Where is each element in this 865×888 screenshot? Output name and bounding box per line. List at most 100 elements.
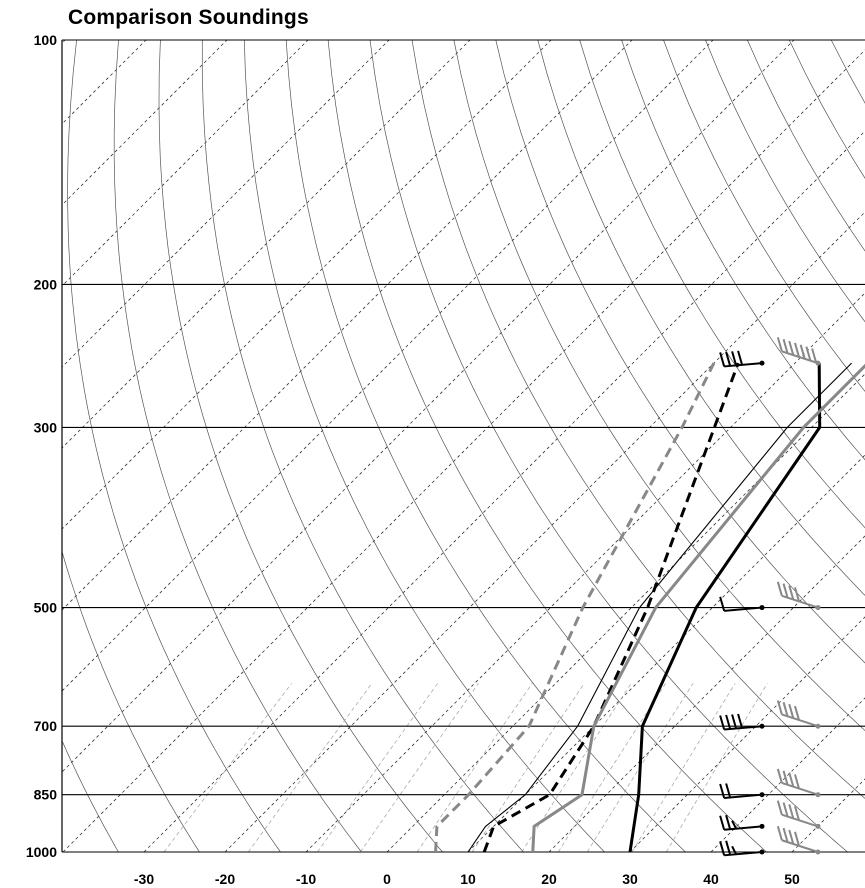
wind-barb-flag xyxy=(794,774,800,789)
dry-adiabat-line xyxy=(62,739,119,852)
wind-barb-staff xyxy=(781,713,819,728)
wind-barb-flag xyxy=(788,703,795,719)
isotherm-line xyxy=(224,211,865,852)
isotherm-line xyxy=(62,49,865,852)
wind-barb-flag xyxy=(725,714,732,730)
isotherm-line xyxy=(62,40,552,530)
wind-barb-flag xyxy=(776,800,783,815)
temperature-tick-label: -10 xyxy=(296,871,316,887)
parcel-line xyxy=(467,362,852,852)
wind-barb-flag xyxy=(788,804,795,819)
pressure-tick-label: 850 xyxy=(34,787,58,803)
pressure-tick-label: 200 xyxy=(34,276,58,292)
wind-barb-flag xyxy=(788,340,795,356)
temperature-tick-label: 20 xyxy=(541,871,557,887)
wind-barb-flag xyxy=(776,825,783,841)
wind-barb xyxy=(776,800,821,829)
dry-adiabat-line xyxy=(453,40,865,732)
wind-barb xyxy=(719,596,765,612)
temperature-line xyxy=(628,363,822,852)
wind-barb-flag xyxy=(776,768,783,784)
isotherm-line xyxy=(386,373,865,852)
isotherm-line xyxy=(62,40,147,125)
pressure-tick-label: 300 xyxy=(34,419,58,435)
chart-title: Comparison Soundings xyxy=(68,6,309,29)
temperature-tick-label: 40 xyxy=(703,871,719,887)
isotherm-line xyxy=(62,40,471,449)
wind-barb-staff xyxy=(781,813,819,828)
dry-adiabat-line xyxy=(113,40,362,852)
wind-barb-staff xyxy=(724,825,763,831)
wind-barb-dot xyxy=(815,849,821,855)
wind-barb-flag xyxy=(719,815,726,830)
wind-barb-flag xyxy=(788,829,795,845)
wind-barb-dot xyxy=(759,849,765,855)
wind-barb-staff xyxy=(724,851,763,857)
mixing-ratio-line xyxy=(416,683,533,852)
isotherm-line xyxy=(62,40,633,611)
wind-barb xyxy=(776,337,821,366)
dry-adiabat-line xyxy=(579,40,865,529)
wind-barb-flag xyxy=(719,352,726,367)
wind-barb-flag xyxy=(782,702,789,717)
temperature-line xyxy=(531,363,865,852)
background-lines xyxy=(0,40,865,869)
dry-adiabat-line xyxy=(158,40,443,852)
wind-barb-flag xyxy=(794,805,800,821)
dry-adiabat-line xyxy=(201,40,524,852)
wind-barb-flag xyxy=(794,342,800,358)
isotherm-line xyxy=(62,40,309,287)
pressure-tick-label: 500 xyxy=(34,600,58,616)
isotherm-line xyxy=(548,535,865,852)
temperature-tick-label: -30 xyxy=(134,871,154,887)
dry-adiabat-line xyxy=(495,40,865,664)
wind-barb-flag xyxy=(782,827,789,843)
wind-barb xyxy=(776,825,821,855)
wind-barb xyxy=(719,814,765,831)
wind-barb-flag xyxy=(731,845,737,855)
wind-barb-flag xyxy=(788,772,795,787)
mixing-ratio-line xyxy=(247,683,373,852)
temperature-tick-label: 10 xyxy=(460,871,476,887)
wind-barb-flag xyxy=(725,814,732,830)
wind-barb-flag xyxy=(794,587,800,602)
dry-adiabat-line xyxy=(411,40,865,799)
wind-barb-dot xyxy=(759,605,765,611)
wind-barb-flag xyxy=(719,841,726,856)
mixing-ratio-line xyxy=(163,683,292,852)
wind-barb xyxy=(719,713,765,731)
wind-barb-dot xyxy=(815,823,821,829)
wind-barb-dot xyxy=(759,792,765,798)
wind-barb-flag xyxy=(794,831,800,847)
temperature-tick-label: 0 xyxy=(383,871,391,887)
isotherm-line xyxy=(62,40,795,773)
wind-barb-flag xyxy=(799,344,806,360)
wind-barb-flag xyxy=(788,585,795,600)
isotherm-line xyxy=(143,130,865,852)
dry-adiabat-line xyxy=(830,40,865,104)
dry-adiabat-line xyxy=(67,40,281,852)
wind-barb-flag xyxy=(794,705,800,721)
pressure-tick-label: 700 xyxy=(34,718,58,734)
dry-adiabat-line xyxy=(62,550,200,852)
pressure-tick-label: 1000 xyxy=(26,844,57,860)
dry-adiabat-line xyxy=(369,40,849,852)
wind-barb-flag xyxy=(737,713,744,729)
wind-barb-flag xyxy=(782,802,789,817)
dry-adiabat-line xyxy=(327,40,768,852)
wind-barb-staff xyxy=(781,839,819,853)
temperature-tick-label: -20 xyxy=(215,871,235,887)
wind-barb xyxy=(719,783,765,799)
dry-adiabat-line xyxy=(0,40,47,869)
wind-barb-flag xyxy=(731,820,737,830)
wind-barb-group xyxy=(719,337,821,857)
mixing-ratio-line xyxy=(360,683,479,852)
wind-barb-staff xyxy=(781,594,819,609)
wind-barb-dot xyxy=(815,792,821,798)
dewpoint-line xyxy=(434,362,716,852)
wind-barb xyxy=(776,700,821,729)
wind-barb-flag xyxy=(776,581,783,597)
dry-adiabat-line xyxy=(537,40,865,596)
wind-barb xyxy=(776,581,821,611)
